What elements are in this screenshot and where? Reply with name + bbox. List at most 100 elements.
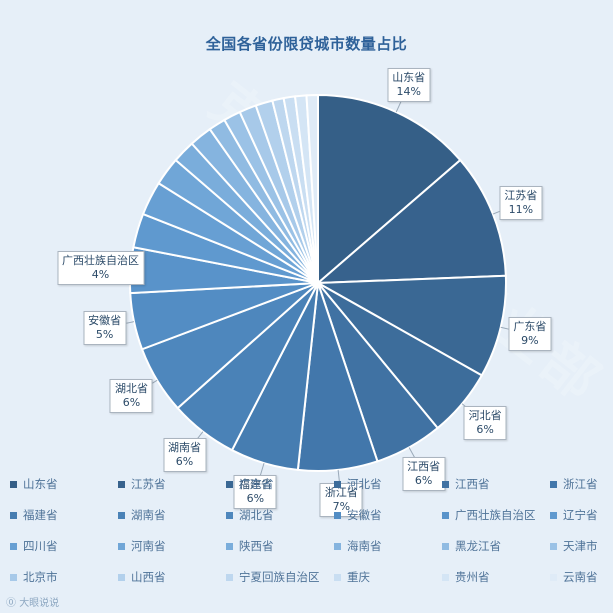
pie-slice-24	[305, 93, 319, 284]
callout-label: 福建省 6%	[233, 474, 277, 509]
legend-swatch	[334, 542, 341, 550]
legend-item: 湖北省	[226, 507, 274, 523]
legend-label: 天津市	[563, 539, 598, 553]
legend-label: 辽宁省	[563, 508, 598, 522]
legend-item: 山西省	[118, 569, 166, 585]
legend-swatch	[550, 542, 557, 550]
callout-label: 湖南省 6%	[163, 438, 207, 473]
legend-item: 云南省	[550, 569, 598, 585]
legend-label: 山西省	[131, 570, 166, 584]
callout-value: 5%	[95, 327, 114, 341]
legend-item: 福建省	[10, 507, 58, 523]
callout-label: 江苏省 11%	[499, 186, 543, 221]
legend-item: 贵州省	[442, 569, 490, 585]
legend-item: 浙江省	[550, 476, 598, 492]
legend-label: 山东省	[23, 477, 58, 491]
legend-label: 海南省	[347, 539, 382, 553]
legend-label: 安徽省	[347, 508, 382, 522]
legend-swatch	[226, 573, 233, 581]
legend-item: 宁夏回族自治区	[226, 569, 320, 585]
callout-value: 6%	[476, 422, 494, 436]
legend-swatch	[118, 480, 125, 488]
callout-name: 湖南省	[168, 441, 202, 455]
legend-item: 广东省	[226, 476, 274, 492]
legend-item: 陕西省	[226, 538, 274, 554]
legend-item: 四川省	[10, 538, 58, 554]
pie-slice-1	[317, 93, 462, 286]
legend-item: 广西壮族自治区	[442, 507, 536, 523]
legend-item: 海南省	[334, 538, 382, 554]
legend-label: 福建省	[23, 508, 58, 522]
callout-label: 山东省 14%	[387, 67, 431, 102]
legend-swatch	[10, 542, 17, 550]
legend-swatch	[442, 480, 449, 488]
legend-label: 四川省	[23, 539, 58, 553]
callout-label: 河北省 6%	[463, 405, 507, 440]
legend-swatch	[226, 542, 233, 550]
legend-label: 浙江省	[563, 477, 598, 491]
legend-label: 河南省	[131, 539, 166, 553]
legend-item: 湖南省	[118, 507, 166, 523]
legend-label: 云南省	[563, 570, 598, 584]
legend-label: 河北省	[347, 477, 382, 491]
callout-value: 6%	[122, 395, 141, 409]
legend-label: 湖南省	[131, 508, 166, 522]
legend-item: 天津市	[550, 538, 598, 554]
legend-swatch	[550, 480, 557, 488]
legend-label: 重庆	[347, 570, 370, 584]
legend-swatch	[442, 542, 449, 550]
legend-label: 贵州省	[455, 570, 490, 584]
legend-label: 江西省	[455, 477, 490, 491]
callout-label: 安徽省 5%	[83, 310, 127, 345]
callout-value: 11%	[508, 203, 534, 217]
legend-item: 重庆	[334, 569, 370, 585]
legend-item: 河南省	[118, 538, 166, 554]
legend-swatch	[550, 511, 557, 519]
legend-label: 北京市	[23, 570, 58, 584]
legend-label: 陕西省	[239, 539, 274, 553]
callout-name: 浙江省	[324, 485, 358, 499]
legend-item: 河北省	[334, 476, 382, 492]
legend-item: 安徽省	[334, 507, 382, 523]
callout-name: 福建省	[238, 477, 272, 491]
legend-label: 宁夏回族自治区	[239, 570, 320, 584]
callout-name: 广东省	[513, 320, 547, 334]
legend-swatch	[442, 511, 449, 519]
legend-swatch	[10, 573, 17, 581]
callout-value: 6%	[175, 455, 194, 469]
callout-label: 湖北省 6%	[109, 378, 153, 413]
callout-value: 7%	[332, 499, 351, 513]
chart-title: 全国各省份限贷城市数量占比	[205, 35, 408, 53]
callout-name: 江西省	[407, 459, 441, 473]
legend-swatch	[10, 480, 17, 488]
legend-item: 北京市	[10, 569, 58, 585]
callout-value: 9%	[521, 334, 539, 348]
legend-swatch	[226, 480, 233, 488]
legend-swatch	[10, 511, 17, 519]
legend-swatch	[442, 573, 449, 581]
watermark-text: 大眼说说	[19, 598, 60, 609]
legend-label: 黑龙江省	[455, 539, 501, 553]
callout-value: 6%	[414, 473, 433, 487]
callout-name: 安徽省	[88, 313, 122, 327]
legend-swatch	[334, 573, 341, 581]
legend-label: 江苏省	[131, 477, 166, 491]
callout-name: 山东省	[392, 70, 426, 84]
callout-name: 河北省	[468, 408, 502, 422]
callout-label: 江西省 6%	[402, 456, 446, 491]
legend-swatch	[118, 542, 125, 550]
callout-name: 湖北省	[114, 381, 148, 395]
callout-label: 广西壮族自治区 4%	[57, 250, 145, 285]
pie-slice-2	[315, 158, 507, 285]
legend-label: 广东省	[239, 477, 274, 491]
callout-name: 广西壮族自治区	[62, 253, 140, 267]
legend-item: 黑龙江省	[442, 538, 501, 554]
watermark: ⓪ 大眼说说	[6, 598, 60, 609]
legend-swatch	[334, 511, 341, 519]
callout-value: 14%	[396, 84, 421, 98]
legend-item: 江苏省	[118, 476, 166, 492]
legend-swatch	[118, 573, 125, 581]
callout-value: 6%	[246, 491, 265, 505]
callout-label: 浙江省 7%	[319, 482, 363, 517]
